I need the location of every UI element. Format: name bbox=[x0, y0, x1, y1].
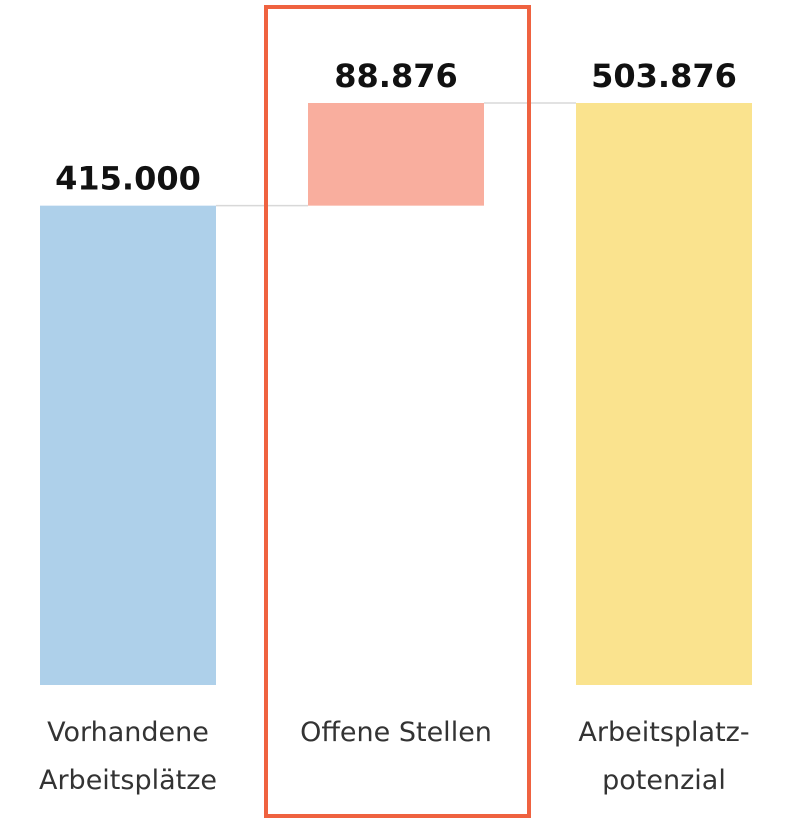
bar bbox=[576, 103, 752, 685]
category-label: Arbeitsplatz- bbox=[578, 717, 749, 748]
value-label: 88.876 bbox=[334, 57, 457, 95]
value-label: 503.876 bbox=[591, 57, 737, 95]
bar bbox=[40, 205, 216, 685]
category-label: Arbeitsplätze bbox=[39, 765, 217, 796]
bar bbox=[308, 103, 484, 206]
highlight-frame bbox=[264, 5, 531, 818]
category-label: Offene Stellen bbox=[300, 717, 492, 748]
value-label: 415.000 bbox=[55, 160, 201, 198]
category-label: potenzial bbox=[602, 765, 726, 796]
category-label: Vorhandene bbox=[47, 717, 209, 748]
